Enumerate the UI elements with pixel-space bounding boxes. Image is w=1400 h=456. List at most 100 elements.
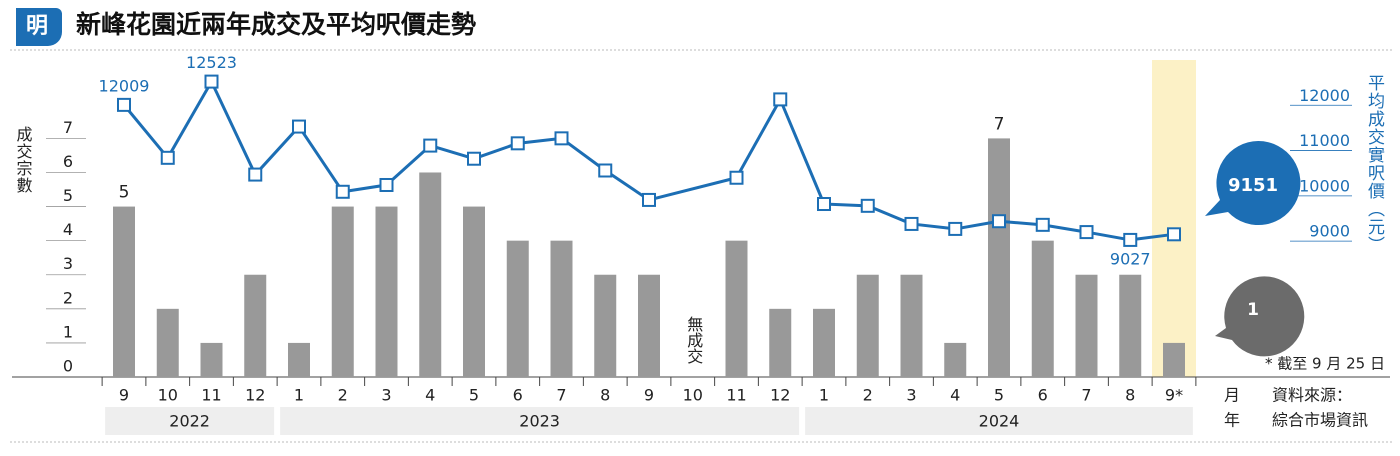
x-tick-label: 3 [381,386,391,405]
line-marker [379,177,394,192]
x-tick-label: 8 [600,386,610,405]
bar [769,308,792,377]
line-segment [429,144,475,161]
line-segment [867,204,913,226]
line-segment [604,169,650,202]
y-tick-label: 3 [63,254,73,273]
year-band [280,407,800,435]
bar [638,274,660,377]
line-marker [204,74,219,89]
line-segment [911,222,956,231]
bar [419,172,442,377]
line-marker [1167,227,1181,242]
line-segment [823,202,868,208]
y-tick-label: 2 [63,288,73,307]
bar [944,342,967,377]
x-tick-label: 2 [863,386,873,405]
bar [375,206,398,377]
line-marker [1079,225,1094,240]
x-tick-label: 4 [950,386,960,405]
y2-tick-label: 9000 [1309,222,1350,241]
line-marker [1035,217,1050,232]
bar [288,342,310,377]
line-segment [954,219,1000,231]
line-value-label: 9027 [1110,249,1151,268]
line-segment [1042,223,1087,234]
x-tick-label: 6 [1038,386,1048,405]
line-marker [510,136,525,151]
bar-value-label: 7 [994,114,1005,134]
bar [463,206,485,377]
bar [725,240,748,377]
line-marker [729,170,744,185]
source-name: 綜合市場資訊 [1272,411,1368,430]
line-marker [117,97,131,112]
x-tick-label: 11 [726,386,746,405]
line-marker [642,192,656,207]
x-tick-label: 10 [683,386,703,405]
line-marker [423,138,438,153]
bar [1075,274,1098,377]
x-tick-label: 3 [906,386,916,405]
year-label: 2023 [519,412,560,431]
bar-value-label: 5 [119,183,130,203]
x-tick-label: 9 [119,386,129,405]
y-tick-label: 5 [63,186,73,205]
y-tick-label: 1 [63,322,73,341]
callout-label: 9151 [1228,175,1278,196]
logo: 明 [26,14,48,39]
y2-tick-label: 11000 [1299,131,1350,150]
line-segment [517,136,562,145]
line-marker [817,197,831,212]
line-marker [554,131,569,146]
line-marker [992,214,1006,229]
line-segment [473,141,519,161]
x-month-label: 月 [1224,386,1240,405]
bar [506,240,529,377]
bar [594,274,617,377]
bar [1163,342,1185,377]
year-band [105,407,275,435]
line-marker [904,216,919,231]
x-tick-label: 5 [469,386,479,405]
line-segment [1130,232,1175,242]
no-deal-note: 無成交 [684,316,703,364]
footnote: * 截至 9 月 25 日 [1265,355,1385,373]
x-tick-label: 5 [994,386,1004,405]
line-marker [948,221,963,236]
bar [331,206,354,377]
line-segment [735,98,782,179]
x-tick-label: 12 [245,386,265,405]
bar [813,308,835,377]
line-segment [342,183,387,194]
callout-bubble [1215,276,1305,357]
line-segment [166,80,213,159]
line-segment [648,176,737,202]
x-tick-label: 11 [201,386,221,405]
callout-bubble [1205,141,1301,226]
x-year-label: 年 [1224,411,1240,430]
line-value-label: 12009 [99,76,150,95]
year-band [805,407,1193,435]
y-tick-label: 7 [63,118,73,137]
line-marker [1123,232,1138,247]
y2-tick-label: 10000 [1299,176,1350,195]
x-tick-label: 7 [1081,386,1091,405]
line-segment [297,125,344,193]
source-label: 資料來源： [1272,386,1352,405]
y2-axis-title: 平均成交實呎價（元） [1364,74,1385,254]
bar [156,308,179,377]
line-segment [385,144,432,187]
bar [988,138,1010,377]
x-tick-label: 1 [294,386,304,405]
line-segment [998,219,1043,227]
line-segment [560,137,607,172]
line-marker [292,119,306,134]
x-tick-label: 12 [770,386,790,405]
line-segment [210,80,257,176]
x-tick-label: 6 [513,386,523,405]
line-marker [598,163,613,178]
line-marker [335,184,350,199]
bar [1119,274,1142,377]
bar [244,274,267,377]
